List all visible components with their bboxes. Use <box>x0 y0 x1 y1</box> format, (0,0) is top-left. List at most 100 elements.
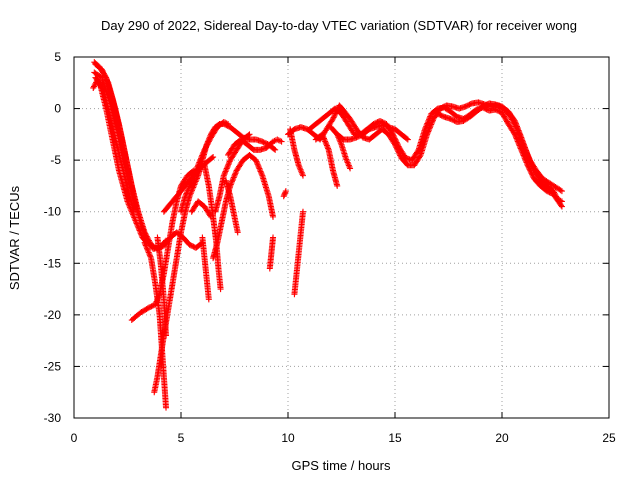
data-point <box>558 203 565 210</box>
data-point <box>255 164 262 171</box>
data-point <box>199 151 206 158</box>
data-point <box>403 135 410 142</box>
data-point <box>202 145 209 152</box>
data-point <box>320 135 327 142</box>
data-series-track-b <box>92 61 170 252</box>
data-point <box>186 241 193 248</box>
data-point <box>517 144 524 151</box>
data-point <box>395 143 402 150</box>
data-point <box>199 152 206 159</box>
data-point <box>514 138 521 145</box>
data-point <box>426 114 433 121</box>
data-point <box>255 162 262 169</box>
data-point <box>187 242 194 249</box>
data-point <box>514 136 521 143</box>
data-point <box>424 119 431 126</box>
data-point <box>254 159 261 166</box>
data-point <box>232 170 239 177</box>
data-point <box>224 164 231 171</box>
data-point <box>482 102 489 109</box>
data-point <box>145 248 152 255</box>
data-point <box>414 148 421 155</box>
data-point <box>233 168 240 175</box>
y-tick-label: 5 <box>54 50 61 64</box>
data-point <box>104 78 111 85</box>
data-series-track-h <box>128 167 197 324</box>
y-tick-label: -20 <box>44 308 62 322</box>
data-point <box>229 177 236 184</box>
data-point <box>299 172 306 179</box>
data-point <box>448 116 455 123</box>
data-point <box>393 138 400 145</box>
tick-layer: 0 5 10 15 20 25 5 0 -5 -10 -15 -20 -25 -30 <box>44 50 616 445</box>
data-point <box>423 121 430 128</box>
data-point <box>225 161 232 168</box>
data-point <box>319 131 326 138</box>
data-point <box>557 187 564 194</box>
data-point <box>524 151 531 158</box>
x-tick-label: 0 <box>71 431 78 445</box>
data-point <box>519 149 526 156</box>
data-point <box>230 174 237 181</box>
data-point <box>228 178 235 185</box>
data-point <box>254 161 261 168</box>
data-point <box>527 159 534 166</box>
data-point <box>451 117 458 124</box>
data-point <box>220 172 227 179</box>
data-point <box>390 132 397 139</box>
data-point <box>246 131 253 138</box>
data-point <box>322 139 329 146</box>
data-point <box>90 84 97 91</box>
data-point <box>222 119 229 126</box>
data-point <box>195 162 202 169</box>
data-point <box>222 168 229 175</box>
y-axis-label: SDTVAR / TECUs <box>7 185 22 290</box>
data-point <box>205 139 212 146</box>
data-point <box>253 158 260 165</box>
data-point <box>528 160 535 167</box>
data-point <box>224 162 231 169</box>
data-point <box>425 117 432 124</box>
data-point <box>416 153 423 160</box>
data-point <box>258 171 265 178</box>
data-point <box>149 302 156 309</box>
data-point <box>518 146 525 153</box>
data-point <box>195 160 202 167</box>
data-point <box>223 120 230 127</box>
data-point <box>204 141 211 148</box>
data-point <box>260 139 267 146</box>
data-point <box>426 116 433 123</box>
data-point <box>133 220 140 227</box>
data-point <box>201 146 208 153</box>
data-point <box>481 102 488 109</box>
data-point <box>202 144 209 151</box>
data-point <box>98 66 105 73</box>
data-point <box>450 117 457 124</box>
data-series-track-u <box>291 208 306 298</box>
data-point <box>557 197 564 204</box>
data-point <box>525 154 532 161</box>
data-point <box>438 112 445 119</box>
data-point <box>221 171 228 178</box>
data-point <box>217 286 224 293</box>
data-point <box>511 130 518 137</box>
data-point <box>271 145 278 152</box>
data-point <box>133 203 140 210</box>
data-series-track-z <box>312 131 341 189</box>
data-point <box>135 226 142 233</box>
data-point <box>321 136 328 143</box>
data-series-track-q <box>199 234 212 303</box>
data-point <box>143 243 150 250</box>
data-point <box>137 228 144 235</box>
data-point <box>525 153 532 160</box>
data-point <box>133 219 140 226</box>
data-point <box>103 77 110 84</box>
data-point <box>329 117 336 124</box>
data-point <box>234 229 241 236</box>
data-point <box>146 252 153 259</box>
data-point <box>141 239 148 246</box>
data-point <box>526 156 533 163</box>
data-point <box>447 115 454 122</box>
data-point <box>209 154 216 161</box>
